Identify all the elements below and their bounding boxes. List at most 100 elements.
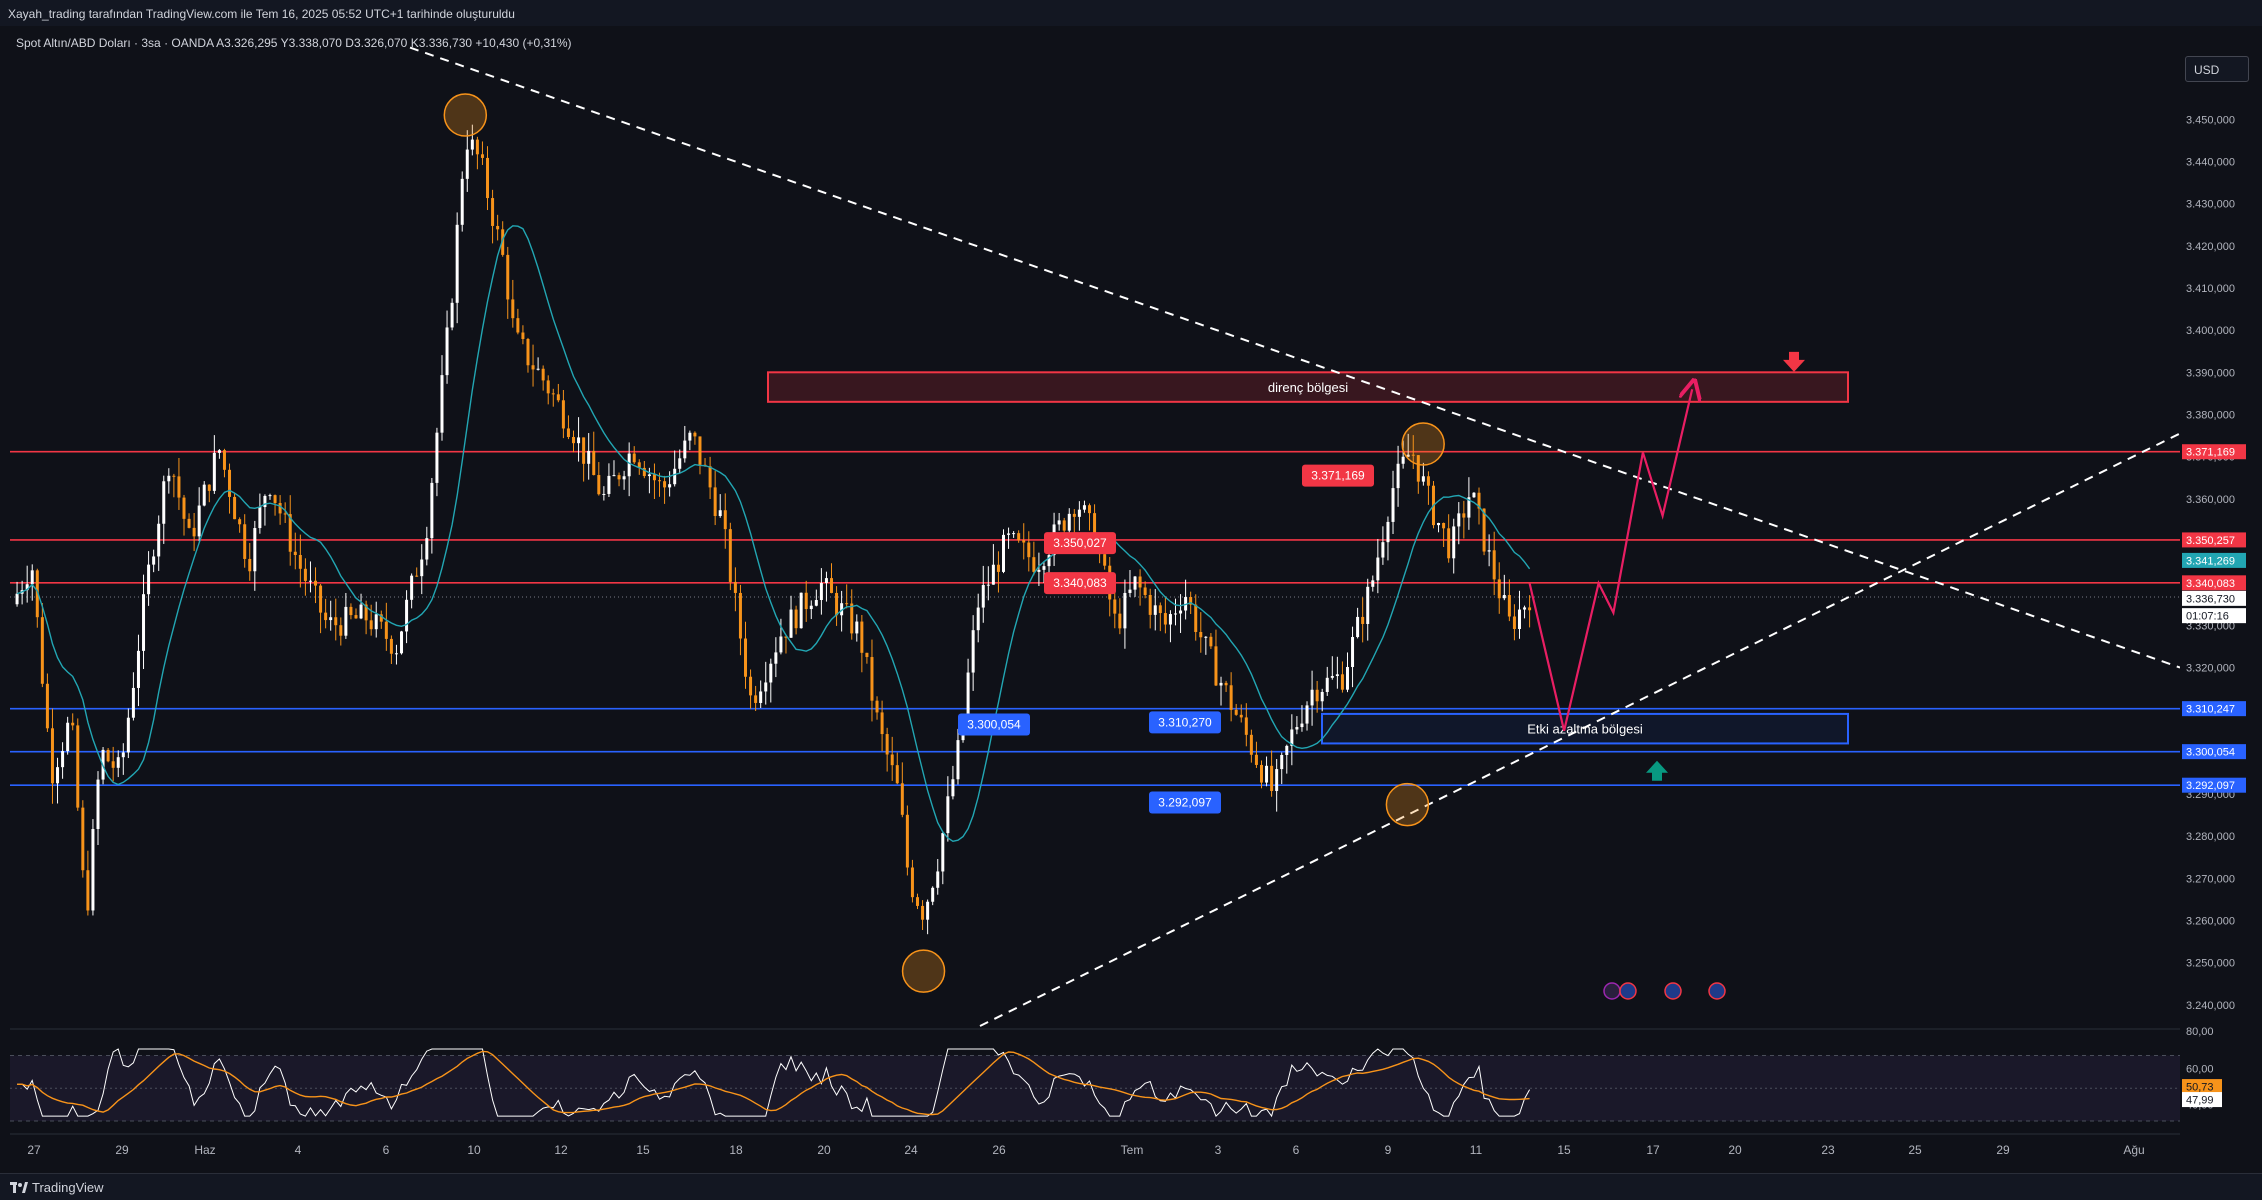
candle-body [531, 365, 535, 370]
price-label-box [958, 713, 1030, 736]
candle-body [1472, 492, 1476, 498]
candle-body [30, 570, 34, 585]
x-tick-label: Ağu [2123, 1143, 2144, 1157]
candle-body [359, 604, 363, 619]
candle-body [819, 582, 823, 601]
candle-body [855, 621, 859, 634]
us-flag-icon[interactable] [1664, 982, 1682, 1000]
candle-body [1042, 566, 1046, 570]
candle-body [303, 568, 307, 581]
candle-body [1290, 729, 1294, 746]
zone-label: Etki azaltma bölgesi [1527, 722, 1643, 737]
candle-body [1259, 764, 1263, 783]
candle-body [693, 432, 697, 437]
candle-body [162, 481, 166, 524]
time-axis[interactable]: 27 29 Haz 4 6 10 12 15 18 20 24 26 Tem 3 6 9 11 15 17 20 23 2… [10, 1133, 2180, 1157]
tradingview-logo[interactable]: TradingView [10, 1180, 104, 1195]
candle-body [394, 653, 398, 655]
support-zone [1321, 712, 1849, 745]
candle-body [116, 757, 120, 768]
lightning-icon[interactable] [1603, 982, 1621, 1000]
candle-body [1270, 765, 1274, 791]
candle-body [1037, 569, 1041, 572]
candle-body [617, 475, 621, 480]
zone-label: direnç bölgesi [1268, 380, 1348, 395]
rsi-line [17, 1048, 1531, 1118]
candle-body [1421, 476, 1425, 482]
price-label-text: 3.292,097 [1158, 795, 1212, 809]
grid [0, 26, 2262, 1173]
candle-body [207, 484, 211, 491]
candle-body [1381, 542, 1385, 558]
rsi-tick-label: 60,00 [2186, 1064, 2214, 1076]
candle-body [840, 603, 844, 616]
y-tick-label: 3.320,000 [2186, 663, 2235, 675]
axis-price-tag [2182, 701, 2246, 717]
axis-price-tag [2182, 444, 2246, 460]
candle-body [1285, 745, 1289, 755]
candle-body [1426, 476, 1430, 486]
candle-body [157, 523, 161, 557]
y-tick-label: 3.270,000 [2186, 873, 2235, 885]
candle-body [293, 551, 297, 555]
chart-frame[interactable]: direnç bölgesi Etki azaltma bölgesi 3.371… [0, 26, 2262, 1173]
candle-body [1416, 455, 1420, 482]
candle-body [354, 615, 358, 619]
candle-body [1128, 589, 1132, 593]
candle-body [1138, 576, 1142, 588]
price-axis[interactable]: 3.450,000 3.440,000 3.430,000 3.420,000 3.41… [2180, 26, 2262, 1173]
candle-body [430, 482, 434, 539]
pivot-circle [1385, 782, 1430, 827]
candle-body [1032, 557, 1036, 572]
rsi-ma-line [17, 1050, 1530, 1116]
candle-body [1204, 636, 1208, 638]
pivot-circles [443, 93, 1445, 993]
candle-body [1492, 550, 1496, 580]
candle-body [1001, 534, 1005, 572]
candle-body [197, 505, 201, 537]
candle-body [253, 528, 257, 572]
candle-body [1295, 727, 1299, 730]
candle-body [25, 584, 29, 591]
currency-button[interactable]: USD [2185, 56, 2249, 82]
candle-body [1027, 542, 1031, 558]
candle-body [835, 592, 839, 616]
candle-body [946, 796, 950, 834]
candle-body [1209, 636, 1213, 647]
axis-price-tag-label: 01:07:16 [2186, 611, 2229, 623]
candle-body [1123, 592, 1127, 629]
candle-body [663, 481, 667, 488]
attribution-text: Xayah_trading tarafından TradingView.com… [8, 7, 515, 21]
us-flag-icon[interactable] [1708, 982, 1726, 1000]
candle-body [435, 432, 439, 483]
candle-body [804, 592, 808, 610]
y-tick-label: 3.260,000 [2186, 916, 2235, 928]
candle-body [91, 829, 95, 911]
candle-body [222, 450, 226, 470]
candle-body [258, 507, 262, 529]
candle-body [308, 580, 312, 582]
rsi-value-label: 47,99 [2186, 1095, 2214, 1107]
candle-body [364, 604, 368, 621]
price-label-box [1149, 711, 1221, 734]
candle-body [1386, 521, 1390, 543]
candle-body [192, 527, 196, 537]
x-tick-label: 20 [1728, 1143, 1742, 1157]
candle-body [501, 229, 505, 255]
us-flag-icon[interactable] [1619, 982, 1637, 1000]
candle-body [319, 585, 323, 613]
candle-body [136, 650, 140, 688]
candle-body [1153, 605, 1157, 615]
axis-price-tag-label: 3.300,054 [2186, 747, 2235, 759]
x-tick-label: 26 [992, 1143, 1006, 1157]
event-icons[interactable] [1603, 982, 1726, 1000]
candle-body [647, 474, 651, 477]
candle-body [688, 432, 692, 441]
pivot-circle [901, 949, 946, 993]
candle-body [172, 475, 176, 477]
candle-body [384, 621, 388, 639]
candle-body [683, 440, 687, 459]
candle-body [951, 779, 955, 797]
price-chart[interactable]: direnç bölgesi Etki azaltma bölgesi 3.371… [0, 26, 2262, 1173]
candle-body [1396, 463, 1400, 489]
